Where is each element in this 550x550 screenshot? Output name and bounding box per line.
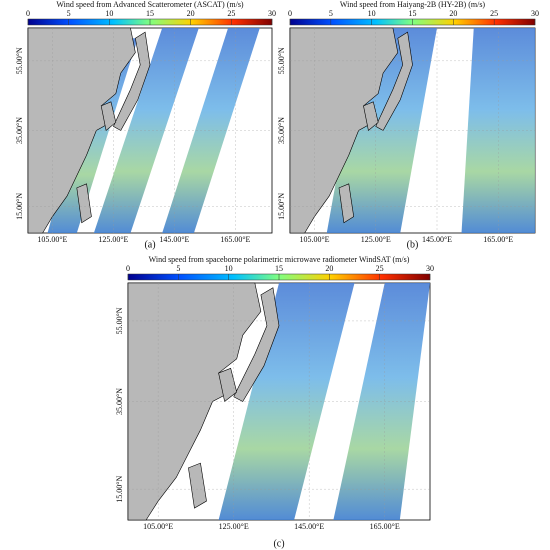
lat-label: 55.00°N xyxy=(15,47,24,74)
lat-label: 35.00°N xyxy=(277,117,286,144)
lat-label: 35.00°N xyxy=(15,117,24,144)
lon-label: 105.00°E xyxy=(143,522,173,531)
colorbar-tick-label: 15 xyxy=(146,9,154,18)
colorbar-tick-label: 0 xyxy=(26,9,30,18)
wind-swath xyxy=(162,28,260,233)
lat-label: 15.00°N xyxy=(15,193,24,220)
lat-label: 55.00°N xyxy=(115,307,124,334)
colorbar-tick-label: 0 xyxy=(288,9,292,18)
wind-swath xyxy=(93,28,199,233)
lon-label: 145.00°E xyxy=(159,235,189,244)
lat-label: 55.00°N xyxy=(277,47,286,74)
colorbar-tick-label: 25 xyxy=(490,9,498,18)
colorbar-tick-label: 30 xyxy=(268,9,276,18)
land xyxy=(233,287,280,402)
colorbar-tick-label: 25 xyxy=(227,9,235,18)
colorbar-tick-label: 5 xyxy=(67,9,71,18)
wind-swath xyxy=(218,283,355,520)
panel-title: Wind speed from Haiyang-2B (HY-2B) (m/s) xyxy=(340,0,486,9)
land xyxy=(76,183,92,224)
lon-label: 165.00°E xyxy=(220,235,250,244)
lon-label: 105.00°E xyxy=(299,235,329,244)
colorbar-tick-label: 10 xyxy=(105,9,113,18)
panel-label: (a) xyxy=(144,239,155,250)
colorbar-tick-label: 5 xyxy=(176,264,180,273)
land xyxy=(188,462,207,509)
panel-label: (c) xyxy=(273,538,284,549)
colorbar-tick-label: 20 xyxy=(187,9,195,18)
panel-title: Wind speed from Advanced Scatterometer (… xyxy=(56,0,244,9)
colorbar-tick-label: 20 xyxy=(449,9,457,18)
panel-label: (b) xyxy=(407,239,419,250)
land xyxy=(218,367,238,403)
lon-label: 165.00°E xyxy=(370,522,400,531)
lon-label: 125.00°E xyxy=(361,235,391,244)
lon-label: 125.00°E xyxy=(98,235,128,244)
lat-label: 15.00°N xyxy=(277,193,286,220)
panel-title: Wind speed from spaceborne polarimetric … xyxy=(149,255,410,264)
lat-label: 35.00°N xyxy=(115,388,124,415)
land xyxy=(338,183,355,224)
colorbar-tick-label: 30 xyxy=(531,9,539,18)
colorbar-tick-label: 20 xyxy=(325,264,333,273)
lon-label: 105.00°E xyxy=(37,235,67,244)
lon-label: 145.00°E xyxy=(422,235,452,244)
land xyxy=(100,101,117,132)
colorbar-tick-label: 15 xyxy=(409,9,417,18)
colorbar-tick-label: 10 xyxy=(225,264,233,273)
lon-label: 125.00°E xyxy=(219,522,249,531)
colorbar-tick-label: 0 xyxy=(126,264,130,273)
colorbar-tick-label: 10 xyxy=(368,9,376,18)
lon-label: 165.00°E xyxy=(483,235,513,244)
lat-label: 15.00°N xyxy=(115,475,124,502)
colorbar-tick-label: 15 xyxy=(275,264,283,273)
land xyxy=(363,101,379,132)
colorbar-tick-label: 25 xyxy=(376,264,384,273)
lon-label: 145.00°E xyxy=(294,522,324,531)
colorbar-tick-label: 5 xyxy=(329,9,333,18)
colorbar-tick-label: 30 xyxy=(426,264,434,273)
